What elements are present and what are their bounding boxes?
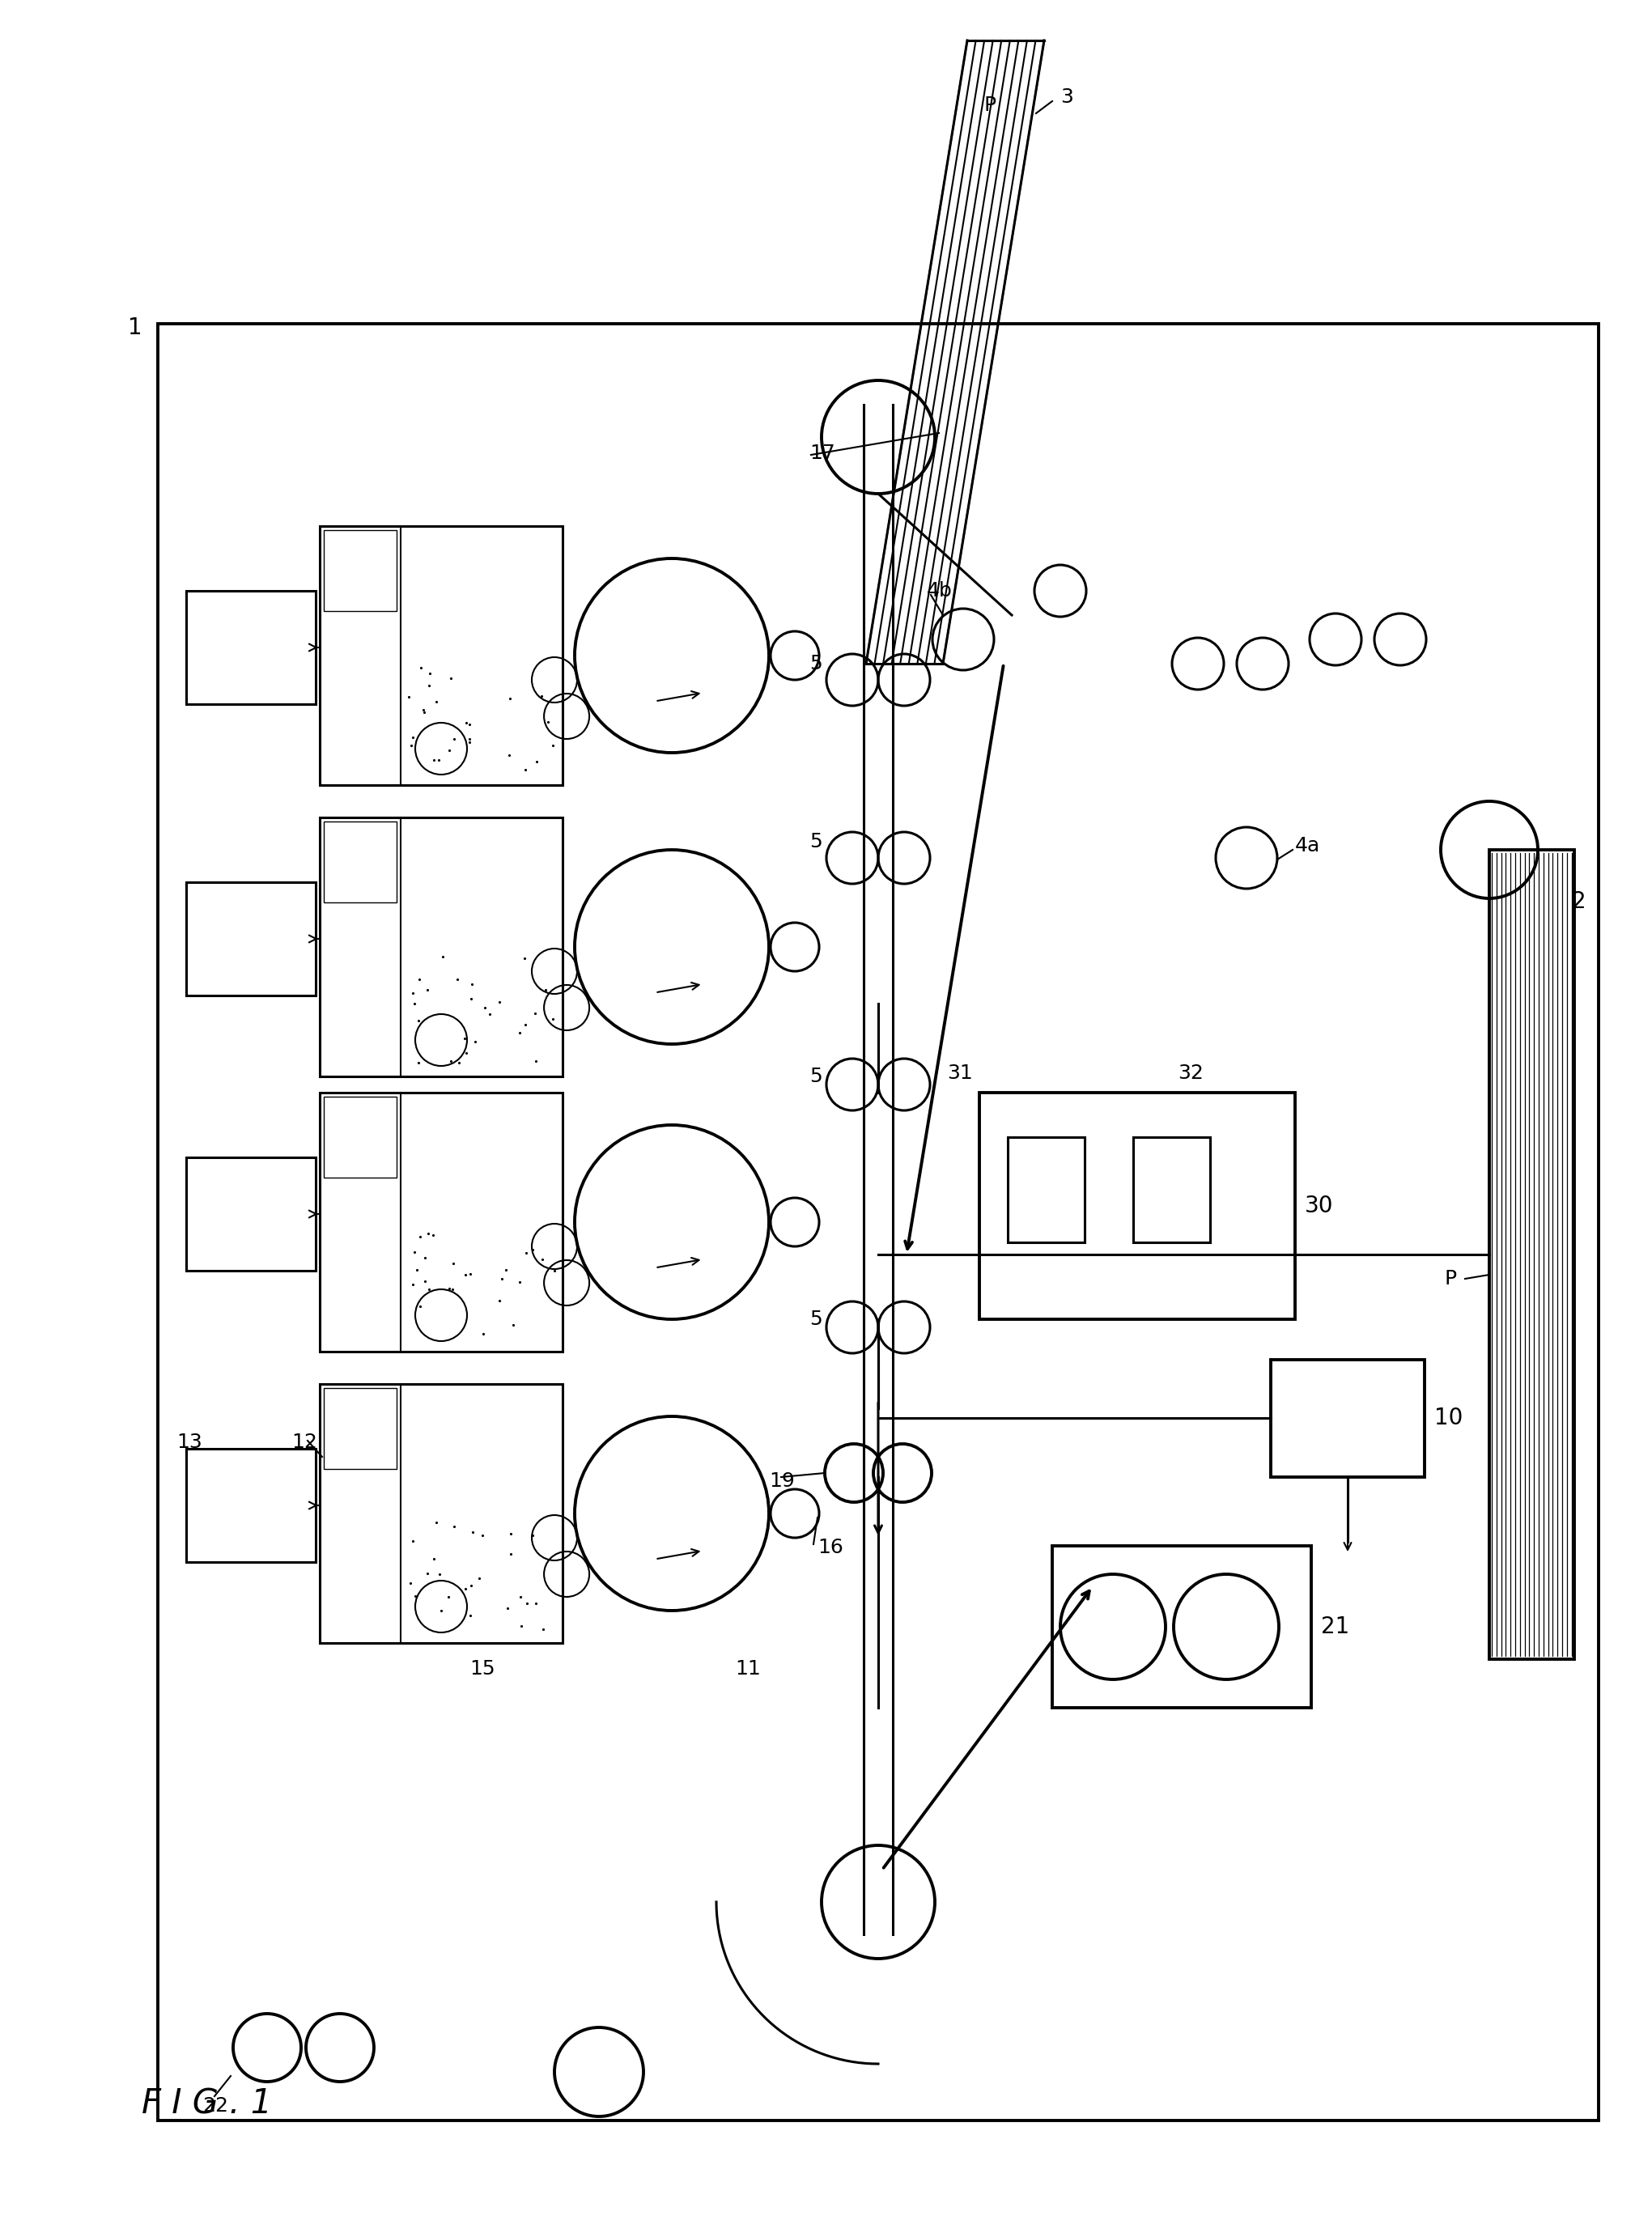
Text: 11: 11 — [735, 1659, 760, 1679]
Text: 12: 12 — [291, 1434, 317, 1451]
Text: 15: 15 — [469, 1659, 496, 1679]
Bar — [320, 817, 563, 1076]
Bar — [320, 1092, 563, 1351]
Text: 10: 10 — [1434, 1407, 1464, 1429]
Text: 30: 30 — [1305, 1195, 1333, 1217]
Text: F I G . 1: F I G . 1 — [142, 2088, 273, 2121]
Text: 13: 13 — [177, 1434, 202, 1451]
Bar — [1270, 1360, 1424, 1476]
Bar — [187, 882, 316, 996]
Bar — [980, 1092, 1295, 1320]
Bar — [320, 1384, 563, 1643]
Text: 4a: 4a — [1295, 835, 1320, 855]
Text: 4b: 4b — [927, 581, 953, 601]
Bar — [187, 1157, 316, 1271]
Text: 19: 19 — [768, 1472, 795, 1492]
Bar — [1008, 1137, 1085, 1242]
Text: 5: 5 — [809, 1309, 823, 1329]
Text: 3: 3 — [1061, 87, 1074, 107]
Text: 5: 5 — [809, 654, 823, 674]
Bar — [187, 1449, 316, 1563]
Bar — [187, 592, 316, 703]
Text: P: P — [1446, 1268, 1457, 1288]
Text: 5: 5 — [809, 1067, 823, 1085]
Bar — [159, 324, 1599, 2121]
Text: 22: 22 — [202, 2097, 228, 2115]
Text: 32: 32 — [1178, 1063, 1204, 1083]
Text: 16: 16 — [818, 1539, 843, 1556]
Text: 2: 2 — [1573, 891, 1586, 913]
Text: 31: 31 — [947, 1063, 973, 1083]
Bar — [1490, 851, 1574, 1659]
Text: 5: 5 — [809, 833, 823, 851]
Text: 21: 21 — [1322, 1614, 1350, 1639]
Bar — [324, 822, 396, 902]
Text: 1: 1 — [127, 317, 142, 339]
Bar — [1052, 1545, 1312, 1708]
Bar — [320, 527, 563, 786]
Bar — [324, 1389, 396, 1469]
Text: P: P — [983, 96, 996, 114]
Bar — [1133, 1137, 1209, 1242]
Bar — [324, 1096, 396, 1177]
Bar — [324, 529, 396, 612]
Text: 17: 17 — [809, 444, 836, 462]
